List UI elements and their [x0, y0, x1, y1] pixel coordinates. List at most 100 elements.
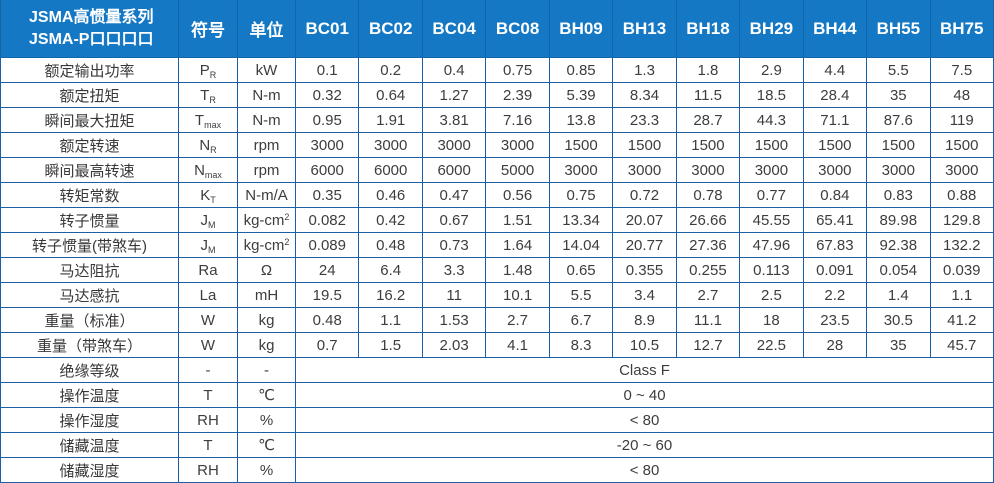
value-cell: 12.7 [675, 332, 741, 358]
merged-value-cell: < 80 [295, 457, 994, 483]
value-cell: 87.6 [866, 107, 931, 133]
value-cell: 5.5 [548, 282, 614, 308]
value-cell: 65.41 [802, 207, 868, 233]
value-cell: 3000 [739, 157, 804, 183]
value-cell: 0.88 [929, 182, 994, 208]
value-cell: 10.1 [485, 282, 550, 308]
row-label: 转子惯量(带煞车) [0, 232, 179, 258]
row-label: 瞬间最大扭矩 [0, 107, 179, 133]
value-cell: 129.8 [929, 207, 994, 233]
value-cell: 0.75 [485, 57, 550, 83]
value-cell: 28.7 [675, 107, 741, 133]
spec-table-body: 额定输出功率 PR kW 0.1 0.2 0.4 0.75 0.85 1.3 1.8 2.9 4.4 5… [0, 57, 994, 483]
table-row: 转子惯量 JM kg-cm2 0.082 0.42 0.67 1.51 13.34 20.07 2… [0, 207, 994, 233]
value-cell: 13.34 [548, 207, 614, 233]
symbol-cell: Ra [178, 257, 238, 283]
value-cell: 0.255 [675, 257, 741, 283]
value-cell: 0.72 [612, 182, 677, 208]
symbol-cell: JM [178, 207, 238, 233]
value-cell: 0.75 [548, 182, 614, 208]
value-cell: 10.5 [612, 332, 677, 358]
value-cell: 2.03 [421, 332, 487, 358]
symbol-cell: Tmax [178, 107, 238, 133]
unit-cell: rpm [237, 132, 296, 158]
value-cell: 35 [866, 332, 931, 358]
value-cell: 89.98 [866, 207, 931, 233]
row-label: 马达感抗 [0, 282, 179, 308]
symbol-cell: T [178, 382, 238, 408]
unit-cell: - [237, 357, 296, 383]
value-cell: 1.53 [421, 307, 487, 333]
value-cell: 35 [866, 82, 931, 108]
table-row: 马达感抗 La mH 19.5 16.2 11 10.1 5.5 3.4 2.7 2.5 2.2 1.4… [0, 282, 994, 308]
value-cell: 26.66 [675, 207, 741, 233]
unit-cell: ℃ [237, 432, 296, 458]
value-cell: 5.39 [548, 82, 614, 108]
row-label: 额定扭矩 [0, 82, 179, 108]
col-header-model-bc02: BC02 [358, 0, 423, 58]
table-title-line1: JSMA高惯量系列 [29, 8, 154, 26]
value-cell: 28.4 [802, 82, 868, 108]
value-cell: 92.38 [866, 232, 931, 258]
value-cell: 6000 [358, 157, 423, 183]
value-cell: 11.1 [675, 307, 741, 333]
value-cell: 3000 [866, 157, 931, 183]
row-label: 绝缘等级 [0, 357, 179, 383]
value-cell: 3.3 [421, 257, 487, 283]
value-cell: 11 [421, 282, 487, 308]
value-cell: 18 [739, 307, 804, 333]
value-cell: 6.4 [358, 257, 423, 283]
value-cell: 0.95 [294, 107, 360, 133]
row-label: 马达阻抗 [0, 257, 179, 283]
unit-cell: kg-cm2 [237, 207, 296, 233]
value-cell: 11.5 [675, 82, 741, 108]
symbol-cell: W [178, 332, 238, 358]
row-label: 瞬间最高转速 [0, 157, 179, 183]
value-cell: 4.4 [802, 57, 868, 83]
value-cell: 3.81 [421, 107, 487, 133]
row-label: 操作湿度 [0, 407, 179, 433]
value-cell: 24 [294, 257, 360, 283]
unit-cell: rpm [237, 157, 296, 183]
col-header-model-bh75: BH75 [929, 0, 994, 58]
symbol-cell: NR [178, 132, 238, 158]
row-label: 额定输出功率 [0, 57, 179, 83]
col-header-model-bc04: BC04 [421, 0, 487, 58]
symbol-cell: W [178, 307, 238, 333]
value-cell: 48 [929, 82, 994, 108]
merged-value-cell: -20 ~ 60 [295, 432, 994, 458]
value-cell: 0.48 [294, 307, 360, 333]
value-cell: 2.7 [485, 307, 550, 333]
header-row: JSMA高惯量系列 JSMA-P口口口口 符号 单位 BC01 BC02 BC04 B… [0, 0, 994, 58]
value-cell: 1500 [802, 132, 868, 158]
col-header-model-bh18: BH18 [675, 0, 741, 58]
value-cell: 5.5 [866, 57, 931, 83]
col-header-model-bc01: BC01 [294, 0, 360, 58]
value-cell: 0.48 [358, 232, 423, 258]
value-cell: 6000 [421, 157, 487, 183]
table-row: 操作湿度 RH% < 80 [0, 407, 994, 433]
col-header-model-bh44: BH44 [802, 0, 868, 58]
unit-cell: kg [237, 332, 296, 358]
value-cell: 0.84 [802, 182, 868, 208]
value-cell: 0.091 [802, 257, 868, 283]
table-row: 转子惯量(带煞车) JM kg-cm2 0.089 0.48 0.73 1.64 14.04 2… [0, 232, 994, 258]
row-label: 重量（标准） [0, 307, 179, 333]
unit-cell: ℃ [237, 382, 296, 408]
table-row: 储藏温度 T ℃ -20 ~ 60 [0, 432, 994, 458]
value-cell: 0.054 [866, 257, 931, 283]
value-cell: 23.3 [612, 107, 677, 133]
unit-cell: kW [237, 57, 296, 83]
value-cell: 71.1 [802, 107, 868, 133]
value-cell: 1.64 [485, 232, 550, 258]
symbol-cell: - [178, 357, 238, 383]
value-cell: 0.83 [866, 182, 931, 208]
value-cell: 0.67 [421, 207, 487, 233]
value-cell: 22.5 [739, 332, 804, 358]
table-row: 瞬间最高转速 Nmax rpm 6000 6000 6000 5000 3000 3000 300… [0, 157, 994, 183]
value-cell: 0.73 [421, 232, 487, 258]
row-label: 重量（带煞车） [0, 332, 179, 358]
table-row: 瞬间最大扭矩 Tmax N-m 0.95 1.91 3.81 7.16 13.8 23.3 28.… [0, 107, 994, 133]
unit-cell: N-m [237, 82, 296, 108]
